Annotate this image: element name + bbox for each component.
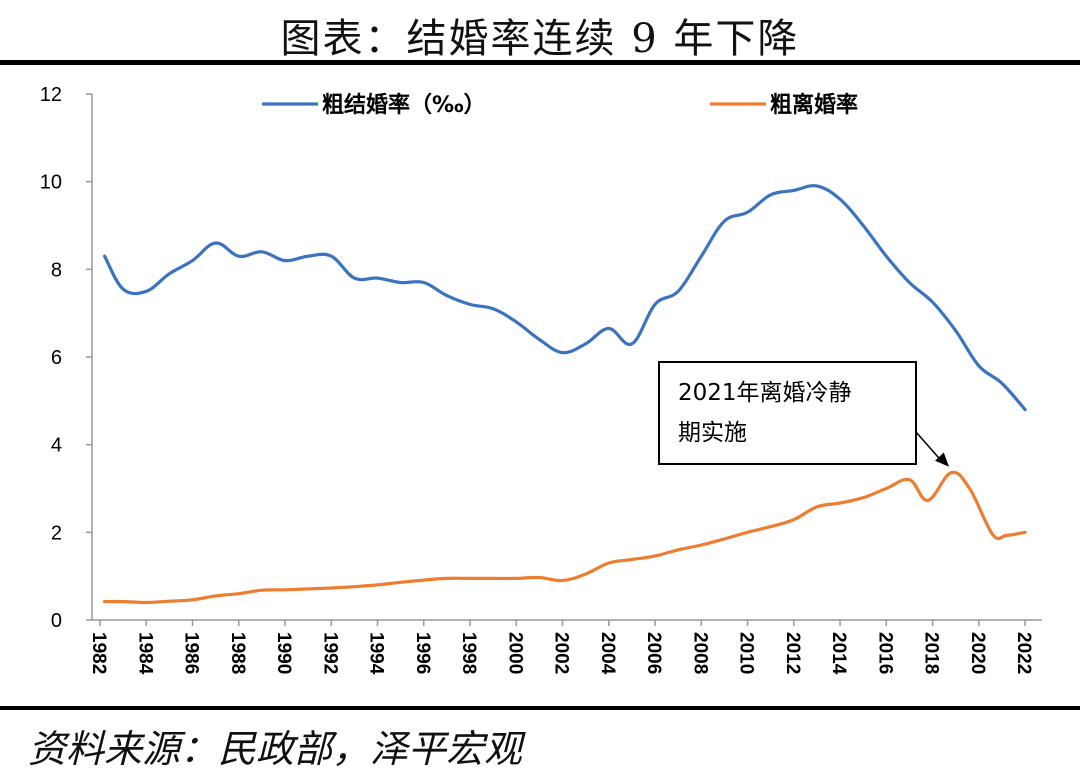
x-tick-label: 1984 — [134, 632, 155, 675]
x-tick-label: 1990 — [273, 632, 294, 674]
axes: 0 2 4 6 8 10 12 1982 1984 1986 1988 1990 1992 1994 199… — [40, 84, 1042, 675]
top-rule — [0, 60, 1080, 65]
y-tick-label: 6 — [51, 347, 62, 369]
x-tick-label: 1992 — [319, 632, 340, 674]
x-tick-label: 2014 — [828, 632, 849, 675]
page-title: 图表：结婚率连续 9 年下降 — [280, 16, 800, 62]
x-tick-label: 1994 — [366, 632, 387, 675]
x-tick-label: 2004 — [597, 632, 618, 675]
y-tick-label: 10 — [40, 172, 62, 194]
y-tick-label: 4 — [51, 435, 62, 457]
x-tick-label: 2012 — [782, 632, 803, 674]
x-tick-label: 2000 — [504, 632, 525, 674]
y-tick-label: 12 — [40, 84, 62, 106]
series-line-divorce-rate — [103, 470, 1027, 605]
source-note: 资料来源：民政部，泽平宏观 — [28, 727, 523, 771]
line-chart: 0 2 4 6 8 10 12 1982 1984 1986 1988 1990 1992 1994 199… — [40, 84, 1042, 675]
x-tick-label: 2016 — [874, 632, 895, 674]
x-tick-label: 1996 — [412, 632, 433, 674]
x-tick-label: 1986 — [181, 632, 202, 674]
x-tick-label: 2018 — [921, 632, 942, 674]
x-tick-label: 2022 — [1013, 632, 1034, 674]
annotation-arrowhead — [935, 452, 950, 467]
y-tick-label: 0 — [51, 610, 62, 632]
legend: 粗结婚率（‰） 粗离婚率 — [262, 92, 858, 118]
series-layer — [103, 184, 1027, 605]
x-tick-label: 2010 — [736, 632, 757, 674]
series-line-marriage-rate — [103, 184, 1027, 412]
annotation-box — [658, 361, 917, 465]
x-tick-label: 2002 — [551, 632, 572, 674]
x-tick-label: 2020 — [967, 632, 988, 674]
annotation-text-line2: 期实施 — [678, 420, 747, 446]
x-tick-label: 1982 — [88, 632, 109, 674]
bottom-rule — [0, 706, 1080, 710]
x-tick-label: 2008 — [689, 632, 710, 674]
annotation-text-line1: 2021年离婚冷静 — [678, 380, 852, 406]
x-tick-label: 2006 — [643, 632, 664, 674]
y-tick-label: 8 — [51, 259, 62, 281]
y-tick-label: 2 — [51, 522, 62, 544]
legend-label: 粗离婚率 — [770, 92, 858, 118]
x-tick-label: 1998 — [458, 632, 479, 674]
legend-label: 粗结婚率（‰） — [322, 92, 486, 118]
x-tick-label: 1988 — [227, 632, 248, 674]
